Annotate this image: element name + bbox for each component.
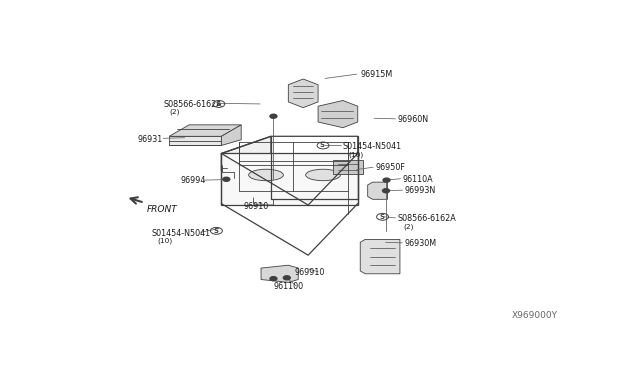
Polygon shape: [221, 136, 271, 171]
Circle shape: [270, 277, 277, 280]
Text: 96993N: 96993N: [405, 186, 436, 195]
Text: FRONT: FRONT: [147, 205, 178, 214]
Polygon shape: [261, 265, 298, 282]
Polygon shape: [169, 136, 221, 145]
Circle shape: [223, 177, 230, 181]
Text: 96110A: 96110A: [403, 175, 433, 184]
Text: S08566-6162A: S08566-6162A: [397, 214, 456, 223]
Text: (2): (2): [403, 224, 414, 230]
Text: (10): (10): [158, 238, 173, 244]
Polygon shape: [333, 160, 363, 174]
Polygon shape: [221, 125, 241, 145]
Text: S: S: [216, 101, 221, 107]
Polygon shape: [367, 182, 388, 199]
Text: S: S: [213, 228, 218, 234]
Text: 969910: 969910: [294, 268, 324, 277]
Text: S01454-N5041: S01454-N5041: [152, 229, 211, 238]
Polygon shape: [360, 240, 400, 274]
Text: 961100: 961100: [273, 282, 303, 291]
Text: 96931: 96931: [137, 135, 163, 144]
Text: S: S: [380, 214, 385, 220]
Polygon shape: [169, 125, 241, 136]
Polygon shape: [318, 100, 358, 128]
Text: (10): (10): [349, 151, 364, 158]
Polygon shape: [221, 154, 358, 205]
Text: 96950F: 96950F: [375, 163, 405, 172]
Text: 96930M: 96930M: [405, 239, 437, 248]
Text: (2): (2): [170, 109, 180, 115]
Polygon shape: [288, 79, 318, 108]
Text: X969000Y: X969000Y: [511, 311, 557, 320]
Text: 96915M: 96915M: [360, 70, 392, 79]
Circle shape: [383, 189, 390, 193]
Ellipse shape: [306, 169, 340, 181]
Circle shape: [284, 276, 291, 280]
Circle shape: [383, 178, 390, 182]
Text: 96960N: 96960N: [397, 115, 429, 124]
Text: S08566-6162A: S08566-6162A: [163, 100, 222, 109]
Circle shape: [270, 114, 277, 118]
Ellipse shape: [248, 169, 284, 181]
Text: 96994: 96994: [180, 176, 205, 185]
Text: S01454-N5041: S01454-N5041: [343, 142, 402, 151]
Text: 96910: 96910: [244, 202, 269, 211]
Text: S: S: [320, 142, 325, 148]
